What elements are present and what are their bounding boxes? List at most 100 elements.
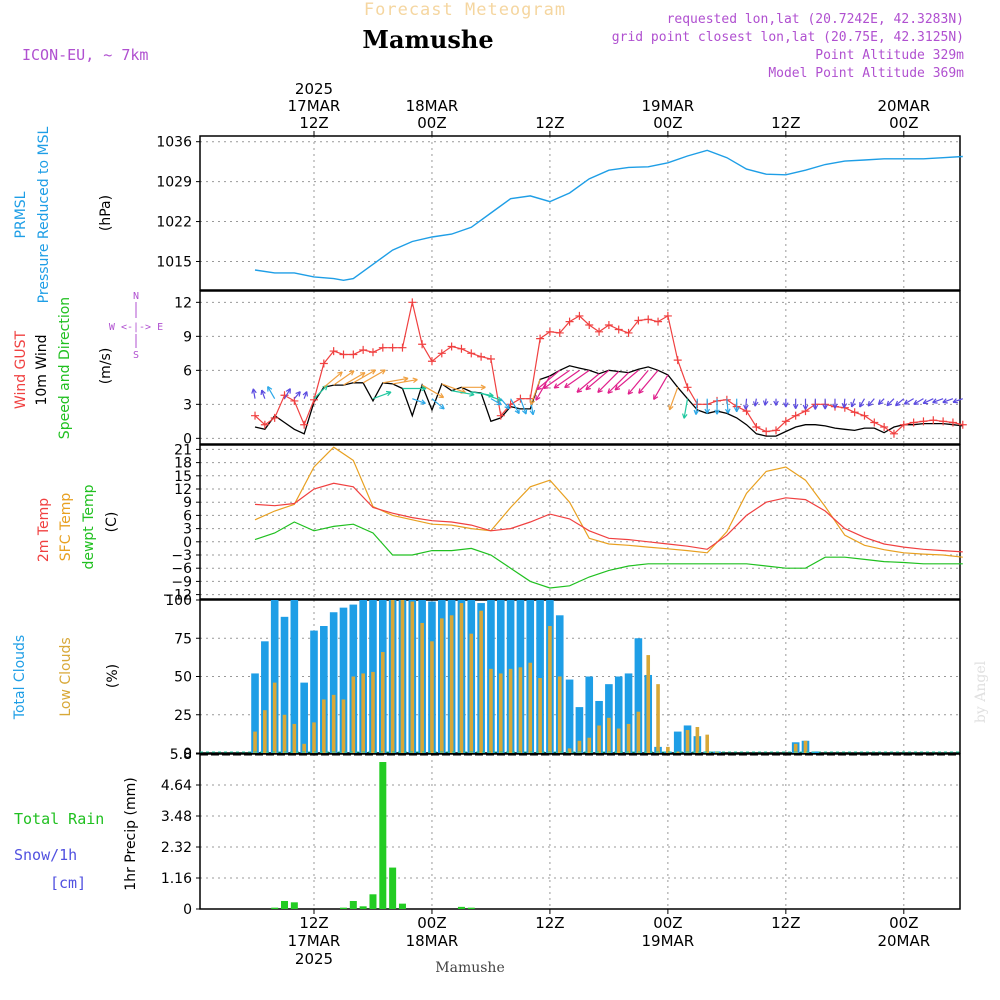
wind-direction-arrow: [323, 371, 343, 388]
gust-point: [329, 347, 338, 356]
wind-arrow-head: [903, 399, 910, 405]
time-label-bottom: 17MAR: [288, 932, 341, 950]
total-cloud-bar: [634, 638, 643, 753]
wind-arrow-head: [668, 404, 674, 411]
wind-direction-arrow: [843, 398, 846, 408]
gust-point: [418, 340, 427, 349]
wind-direction-arrow: [333, 370, 355, 386]
gust-point: [909, 418, 918, 427]
gust-point: [595, 327, 604, 336]
rain-bar: [290, 902, 298, 909]
wind-arrow-head: [260, 389, 266, 396]
gust-point: [624, 328, 633, 337]
gust-point: [948, 418, 957, 427]
total-cloud-bar: [290, 600, 299, 753]
wind-direction-arrow: [913, 398, 924, 405]
total-cloud-bar: [329, 612, 338, 753]
gust-point: [585, 321, 594, 329]
total-cloud-bar: [811, 751, 820, 753]
wind-arrow-head: [412, 377, 418, 384]
y-tick-label: 0: [183, 902, 192, 918]
low-cloud-bar: [557, 676, 562, 753]
y-tick-label: 0: [183, 535, 192, 551]
wind-arrow-head: [922, 399, 929, 405]
wind-arrow-head: [480, 384, 486, 391]
low-clouds-label: Low Clouds: [58, 637, 74, 716]
temp-units: (C): [104, 512, 120, 533]
total-cloud-bar: [310, 630, 318, 753]
low-cloud-bar: [607, 717, 611, 753]
pressure-label-line1: PRMSL: [13, 191, 29, 238]
gust-point: [300, 420, 309, 429]
gust-point: [772, 426, 781, 435]
compass-south: S: [133, 350, 139, 361]
y-tick-label: 75: [174, 631, 192, 647]
wind-arrow-head: [597, 387, 603, 393]
low-cloud-bar: [479, 610, 483, 753]
wind-arrow-head: [773, 400, 779, 406]
rain-bar: [359, 906, 367, 909]
wind-arrow-head: [877, 399, 884, 405]
y-tick-label: 4.64: [161, 778, 192, 794]
time-label-top: 2025: [295, 80, 333, 98]
pressure-units: (hPa): [98, 195, 114, 231]
wind-direction-arrow: [627, 369, 649, 395]
y-tick-label: 25: [174, 708, 192, 724]
low-cloud-bar: [636, 711, 641, 753]
y-tick-label: 1036: [156, 135, 192, 151]
low-cloud-bar: [538, 678, 542, 753]
wind-direction-arrow: [431, 398, 445, 410]
y-tick-label: 15: [174, 469, 192, 485]
gust-point: [663, 311, 672, 320]
wind-arrow-head: [724, 408, 731, 414]
gust-label: Wind GUST: [13, 330, 29, 409]
low-cloud-bar: [498, 673, 503, 753]
y-tick-label: 2.32: [161, 840, 192, 856]
low-cloud-bar: [371, 671, 375, 753]
gust-point: [477, 352, 486, 361]
gust-point: [575, 311, 584, 320]
panel-wind: 0 3 6 9 12: [174, 290, 967, 447]
panel-frame: [199, 753, 961, 910]
wind-arrow-head: [576, 387, 583, 393]
wind-arrow-head: [536, 384, 542, 391]
low-cloud-bar: [646, 655, 651, 753]
wind-direction-arrow: [942, 398, 954, 403]
time-label-bottom: 00Z: [417, 914, 446, 932]
wind-direction-arrow: [500, 398, 510, 410]
wind-direction-arrow: [597, 371, 620, 393]
low-cloud-bar: [528, 662, 533, 753]
time-label-top: 20MAR: [877, 97, 930, 115]
low-cloud-bar: [587, 737, 592, 753]
wind-direction-arrow: [576, 373, 600, 393]
wind-arrow-head: [439, 404, 445, 410]
wind-direction-arrow: [653, 374, 669, 400]
y-tick-label: 1.16: [161, 871, 192, 887]
y-tick-label: 12: [174, 482, 192, 498]
low-cloud-bar: [695, 726, 700, 753]
wind-arrow-head: [627, 389, 634, 395]
gust-point: [349, 350, 358, 359]
gust-point: [427, 357, 436, 366]
dewpt-line: [254, 521, 963, 589]
gust-point: [850, 408, 859, 417]
wind-arrow-head: [952, 398, 959, 404]
gust-point: [683, 383, 692, 392]
gust-point: [870, 418, 879, 427]
wind-arrow-head: [535, 395, 541, 401]
wind-direction-arrow: [607, 372, 629, 394]
wind-direction-arrow: [451, 390, 475, 396]
faded-title: Forecast Meteogram: [364, 0, 566, 20]
wind-arrow-head: [714, 409, 720, 415]
wind-arrow-head: [752, 401, 759, 407]
wind-arrow-head: [886, 400, 892, 407]
time-label-top: 17MAR: [288, 97, 341, 115]
low-cloud-bar: [666, 746, 670, 753]
gust-point: [319, 359, 328, 368]
gust-point: [408, 298, 417, 307]
low-cloud-bar: [420, 622, 424, 753]
wind-speed-line: [254, 365, 963, 437]
time-label-bottom: 12Z: [299, 914, 328, 932]
time-label-bottom: 00Z: [889, 914, 918, 932]
wind-arrow-head: [504, 403, 510, 410]
